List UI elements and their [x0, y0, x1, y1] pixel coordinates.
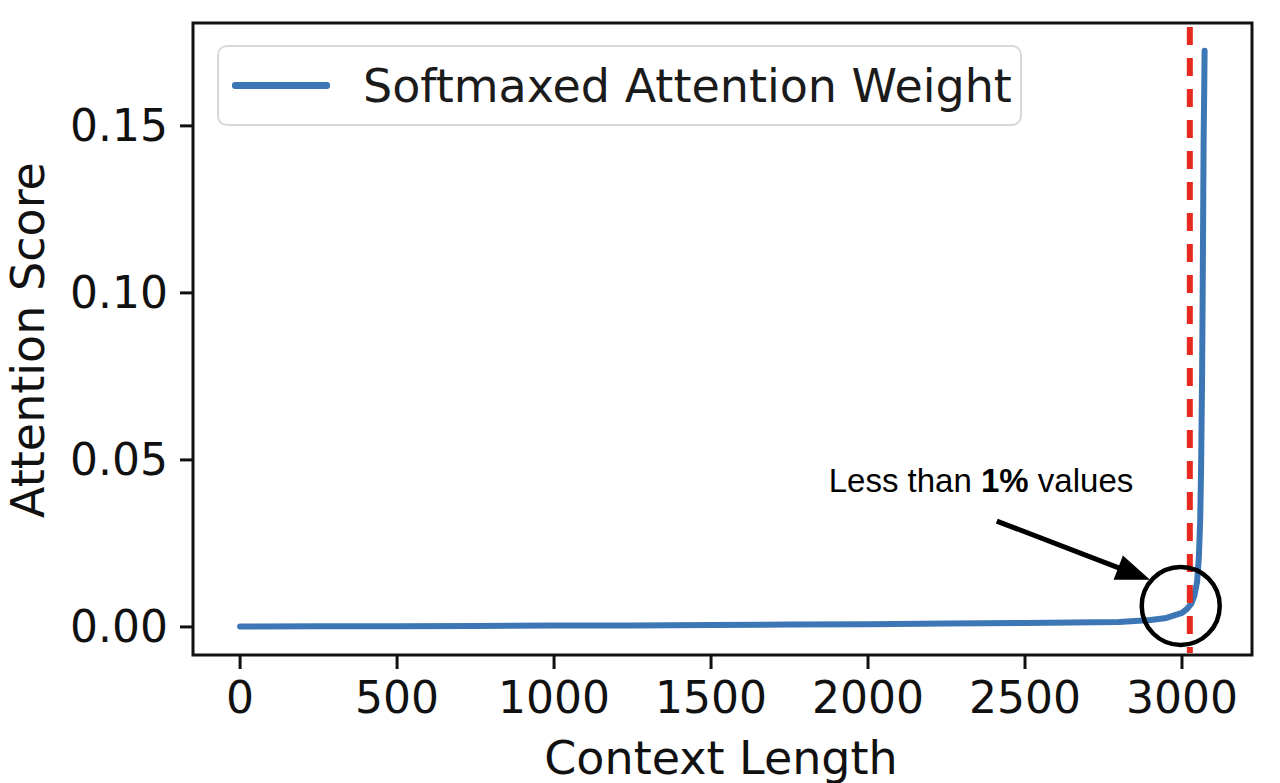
annotation-text: Less than 1% values — [781, 462, 1181, 500]
x-tick-label: 1000 — [498, 672, 610, 723]
x-tick-label: 0 — [226, 672, 254, 723]
y-axis-label: Attention Score — [1, 162, 55, 518]
legend-label: Softmaxed Attention Weight — [363, 59, 1012, 113]
annotation-arrowhead — [1114, 556, 1150, 580]
y-tick-label: 0.00 — [70, 601, 168, 652]
annotation-circle — [1142, 567, 1220, 645]
annotation-text-suffix: values — [1029, 462, 1134, 499]
x-tick-label: 3000 — [1126, 672, 1238, 723]
x-tick-label: 1500 — [655, 672, 767, 723]
legend: Softmaxed Attention Weight — [217, 45, 1022, 126]
annotation-text-prefix: Less than — [829, 462, 981, 499]
y-tick-label: 0.05 — [70, 434, 168, 485]
x-axis-label: Context Length — [471, 731, 971, 783]
attention-score-figure: 0 500 1000 1500 2000 2500 3000 0.00 0.05 0.10 0.15… — [0, 0, 1280, 783]
legend-line-sample — [232, 82, 330, 89]
y-tick-label: 0.10 — [70, 267, 168, 318]
x-tick-label: 500 — [355, 672, 439, 723]
annotation-text-bold: 1% — [981, 462, 1029, 499]
attention-curve — [240, 51, 1205, 627]
x-tick-label: 2000 — [812, 672, 924, 723]
y-tick-label: 0.15 — [70, 100, 168, 151]
annotation-arrow-shaft — [997, 521, 1122, 569]
x-tick-label: 2500 — [969, 672, 1081, 723]
